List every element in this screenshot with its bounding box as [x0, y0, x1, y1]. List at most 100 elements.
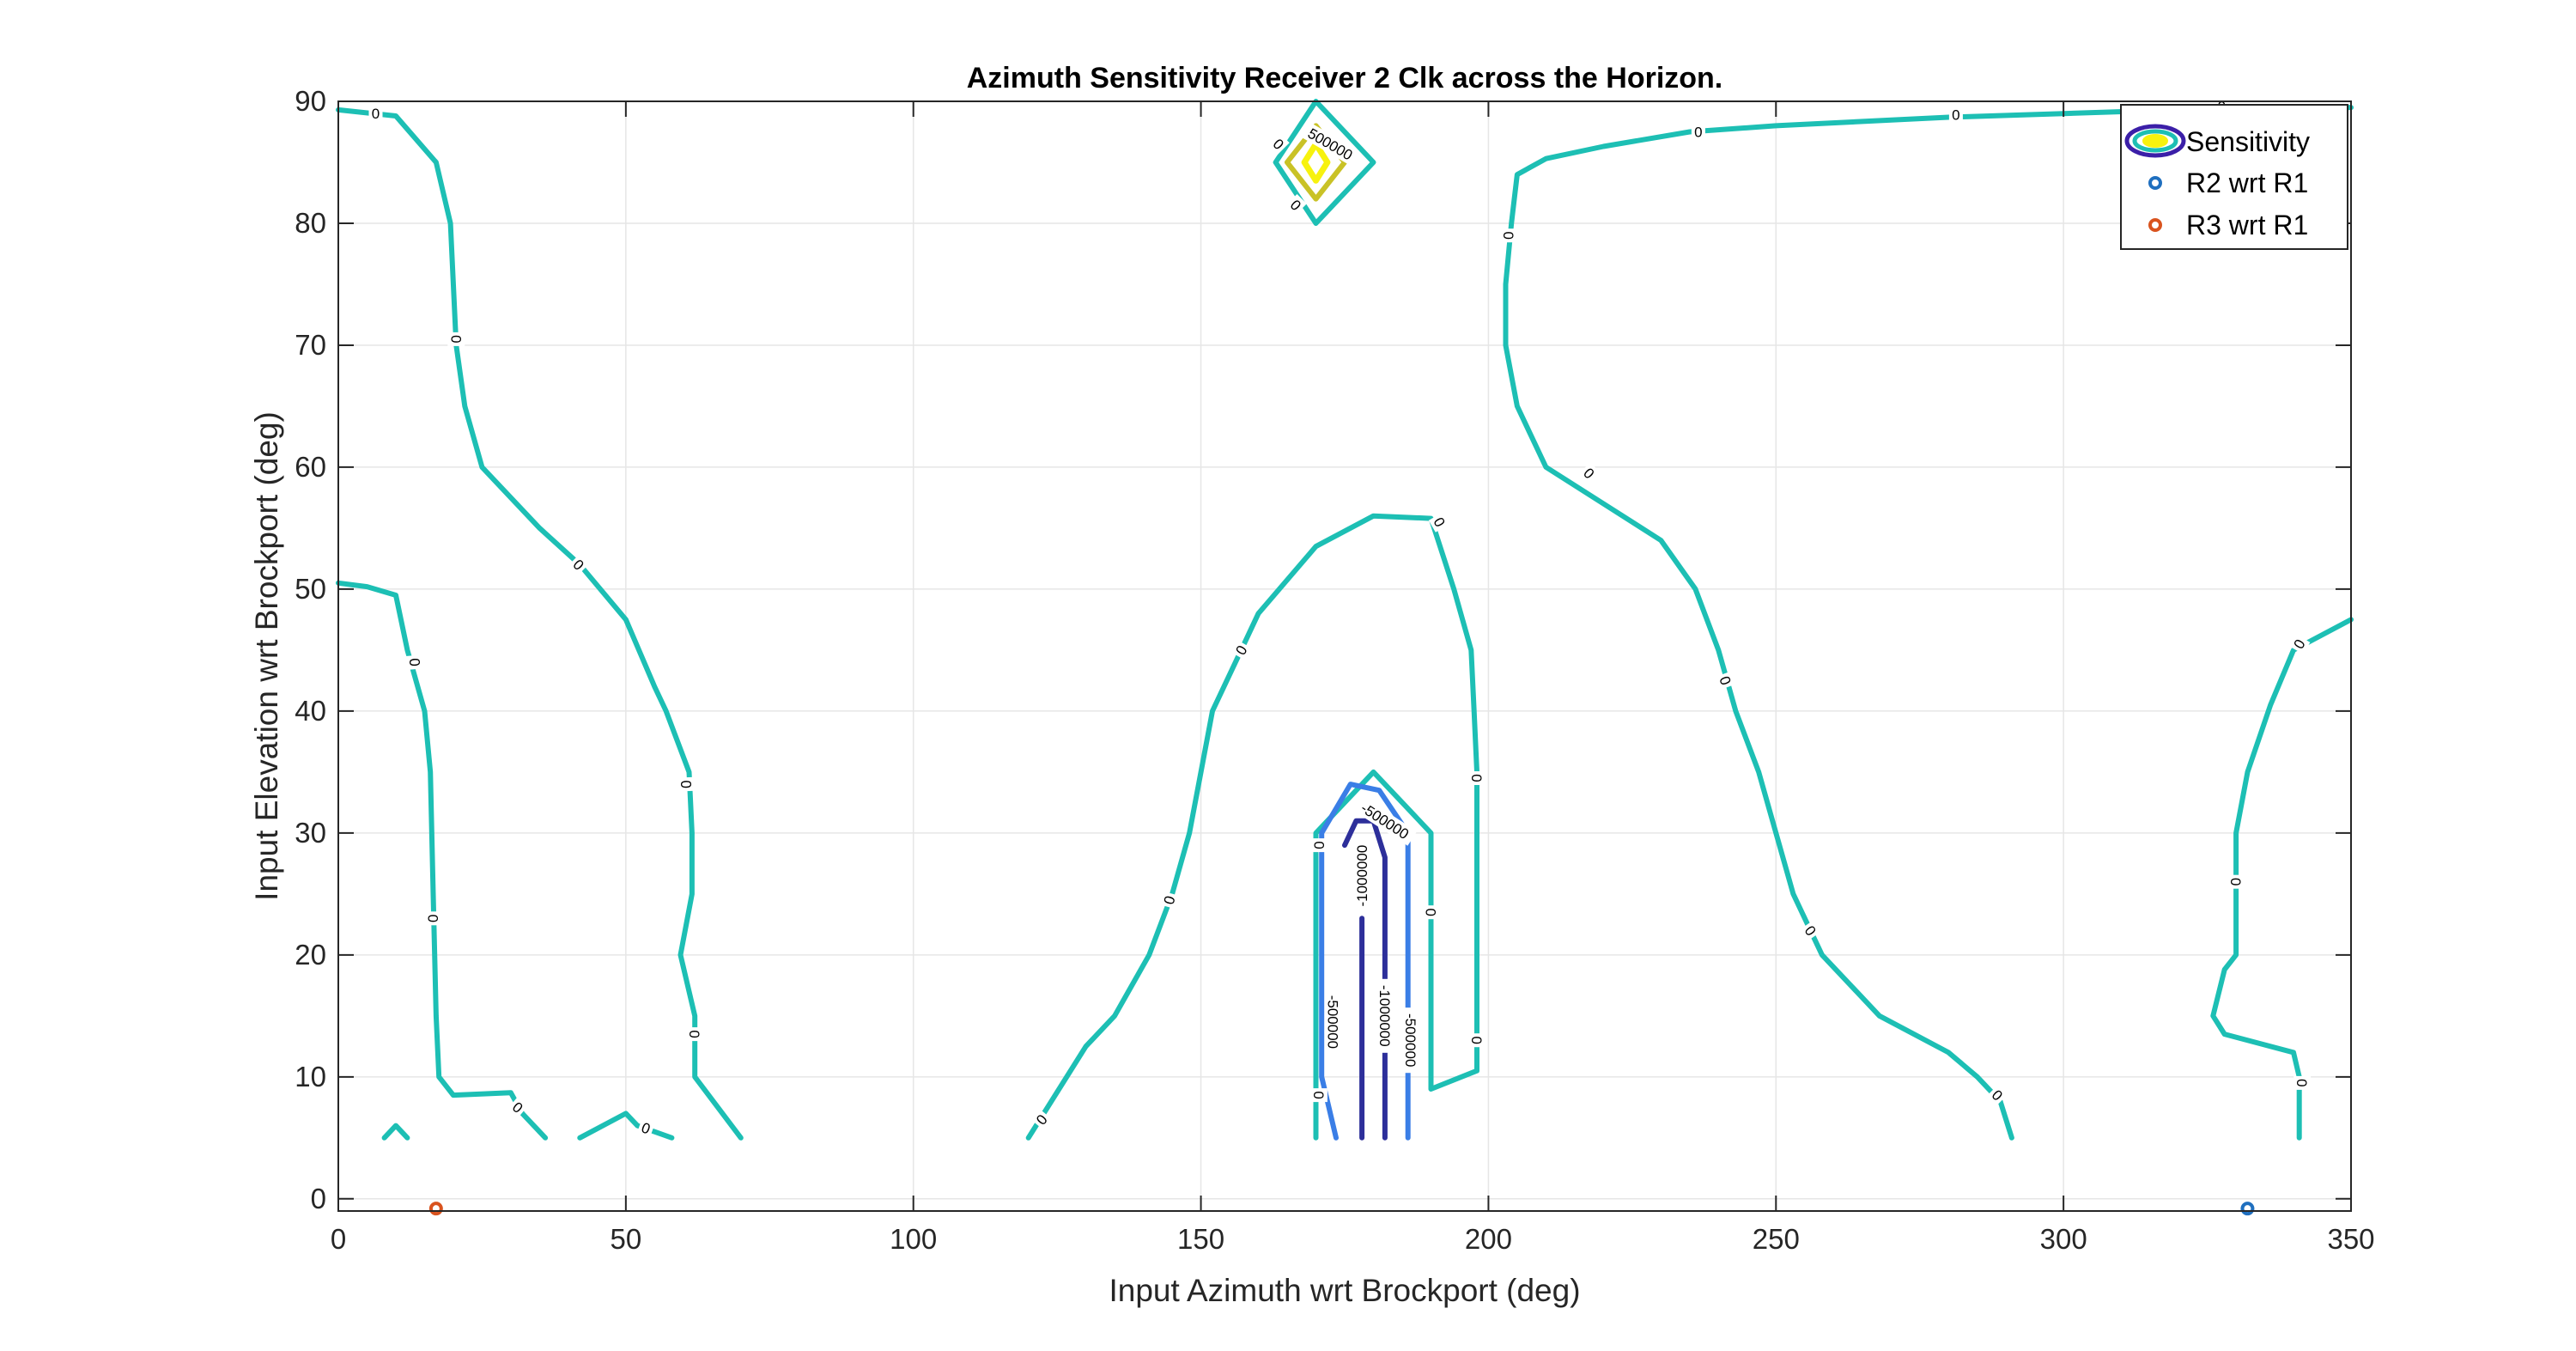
y-tick-label: 0: [311, 1183, 326, 1214]
contour-label: 0: [424, 911, 442, 926]
contour-label-text: 0: [1694, 125, 1702, 141]
contour-label-bg: [2227, 874, 2245, 889]
contour-label: 0: [447, 332, 465, 346]
y-tick-label: 70: [295, 329, 326, 361]
contour-label: 0: [2293, 1075, 2312, 1090]
contour-label: 0: [568, 553, 590, 576]
contour-label: 0: [1309, 1088, 1327, 1103]
contour-label: 0: [1499, 228, 1517, 243]
contour-line-level-500000: [1285, 123, 1347, 202]
contour-label: 0: [1158, 891, 1180, 910]
contour-labels: 0000000000000000000000000000000500000-50…: [368, 97, 2312, 1139]
contour-label: 0: [686, 1027, 704, 1042]
contour-label-bg: [1285, 193, 1307, 216]
contour-label-text: 0: [2293, 1079, 2310, 1086]
y-tick-label: 40: [295, 695, 326, 727]
marker-r2-wrt-r1: [2240, 1202, 2255, 1216]
x-tick-label: 350: [2327, 1223, 2374, 1255]
contour-label-text: 0: [1468, 1036, 1485, 1044]
legend-label-r3: R3 wrt R1: [2186, 210, 2308, 240]
y-tick-label: 20: [295, 939, 326, 971]
contour-label: 0: [1577, 462, 1601, 484]
contour-label-bg: [1422, 905, 1440, 920]
marker-r3-wrt-r1: [428, 1202, 443, 1216]
legend-label-sensitivity: Sensitivity: [2186, 126, 2310, 157]
contour-label-bg: [2288, 633, 2311, 654]
contour-label-bg: [1691, 123, 1705, 141]
contour-label-bg: [1301, 122, 1359, 166]
axis-ticks: 0 50 100 150 200 250 300 350 0 10 20 30 40 50 60 70 80 90: [295, 85, 2374, 1255]
x-tick-label: 300: [2040, 1223, 2087, 1255]
y-tick-label: 50: [295, 573, 326, 605]
contour-label-bg: [368, 105, 383, 123]
contour-label: -1000000: [1376, 978, 1394, 1053]
contour-label-bg: [1376, 978, 1394, 1053]
y-axis-label: Input Elevation wrt Brockport (deg): [249, 411, 284, 901]
contour-label-text: 0: [406, 658, 423, 667]
x-tick-label: 0: [331, 1223, 346, 1255]
x-tick-label: 150: [1177, 1223, 1224, 1255]
plot-area: [338, 101, 2351, 1211]
contour-label: 0: [368, 105, 383, 123]
contour-line-level-neg1000000: [1342, 818, 1388, 1141]
contour-label-bg: [2293, 1075, 2312, 1090]
contour-label: 0: [1267, 132, 1290, 155]
contour-label: 0: [1468, 1033, 1485, 1048]
contour-line-level-0: [2210, 617, 2354, 1141]
contour-label: 0: [405, 654, 424, 670]
contour-label: 0: [1715, 671, 1736, 691]
contour-label: 0: [677, 776, 696, 792]
contour-label-bg: [1468, 1033, 1485, 1048]
contour-label-text: 0: [1311, 841, 1327, 849]
contour-label-text: 0: [2227, 878, 2244, 885]
contour-label-text: -500000: [1402, 1013, 1419, 1067]
x-tick-label: 200: [1465, 1223, 1512, 1255]
contour-label-bg: [1353, 838, 1371, 913]
contour-label: 0: [1030, 1108, 1053, 1131]
contour-label-text: -1000000: [1376, 985, 1393, 1047]
contour-label: 0: [1948, 106, 1963, 124]
contour-label-text: 0: [1423, 908, 1439, 916]
contour-label-text: 0: [372, 106, 380, 122]
contour-label: 0: [2288, 633, 2311, 654]
contour-label-bg: [1986, 1084, 2008, 1106]
legend-label-r2: R2 wrt R1: [2186, 167, 2308, 198]
contour-label-text: 0: [1500, 231, 1516, 239]
contour-label-bg: [677, 776, 696, 792]
contour-label-bg: [447, 332, 465, 346]
contour-label: 0: [2227, 874, 2245, 889]
contour-label-bg: [1309, 1088, 1327, 1103]
contour-label: 0: [1428, 511, 1451, 532]
y-tick-label: 30: [295, 817, 326, 849]
contour-label: -1000000: [1353, 838, 1371, 913]
legend-r3-marker: [2148, 218, 2162, 232]
contour-label-bg: [1499, 228, 1517, 243]
contour-label-bg: [405, 654, 424, 670]
legend-sensitivity-icon: [2124, 124, 2186, 158]
contour-label-bg: [1324, 989, 1342, 1055]
x-axis-label: Input Azimuth wrt Brockport (deg): [1109, 1273, 1580, 1308]
contour-label-text: 0: [686, 1030, 702, 1038]
contour-label-text: 0: [425, 915, 441, 922]
contour-label: 0: [1468, 771, 1485, 785]
contour-line-level-0: [1025, 513, 1479, 1141]
contour-label: 0: [1422, 905, 1440, 920]
contour-label-bg: [686, 1027, 704, 1042]
legend-r2-marker: [2148, 176, 2162, 190]
contour-label: 0: [1691, 123, 1705, 141]
contour-label: 0: [1799, 920, 1822, 941]
contour-label-text: 0: [677, 780, 694, 788]
contour-label-bg: [1402, 1007, 1419, 1074]
contour-label: 0: [636, 1117, 656, 1139]
x-tick-label: 50: [610, 1223, 641, 1255]
y-tick-label: 60: [295, 451, 326, 483]
contour-label-bg: [1428, 511, 1451, 532]
contour-label: -500000: [1402, 1007, 1419, 1074]
chart-title: Azimuth Sensitivity Receiver 2 Clk acros…: [967, 62, 1723, 94]
contour-label-bg: [1267, 132, 1290, 155]
legend: Sensitivity R2 wrt R1 R3 wrt R1: [2120, 104, 2348, 250]
contour-label-bg: [1030, 1108, 1053, 1131]
contour-label-text: 0: [1310, 1091, 1327, 1098]
contour-line-level-0: [381, 1123, 410, 1141]
